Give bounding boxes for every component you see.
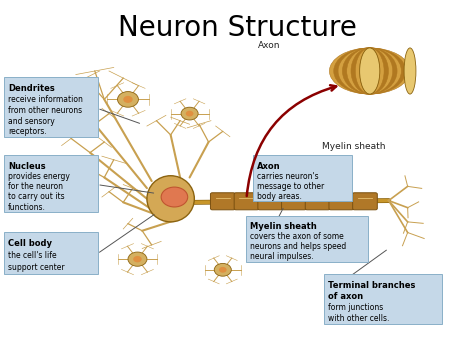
Circle shape bbox=[219, 267, 227, 273]
Text: receptors.: receptors. bbox=[8, 127, 47, 136]
Circle shape bbox=[128, 252, 147, 266]
Text: provides energy: provides energy bbox=[8, 172, 70, 181]
Ellipse shape bbox=[334, 48, 406, 94]
FancyBboxPatch shape bbox=[305, 193, 330, 210]
Text: from other neurons: from other neurons bbox=[8, 106, 82, 115]
Text: functions.: functions. bbox=[8, 203, 46, 212]
Text: receive information: receive information bbox=[8, 95, 83, 104]
FancyBboxPatch shape bbox=[353, 193, 377, 210]
FancyBboxPatch shape bbox=[4, 77, 98, 137]
FancyBboxPatch shape bbox=[234, 193, 259, 210]
FancyBboxPatch shape bbox=[258, 193, 283, 210]
Text: form junctions: form junctions bbox=[328, 303, 383, 312]
FancyBboxPatch shape bbox=[4, 232, 98, 274]
Ellipse shape bbox=[342, 48, 397, 94]
FancyBboxPatch shape bbox=[4, 155, 98, 212]
Text: neurons and helps speed: neurons and helps speed bbox=[250, 242, 346, 251]
Ellipse shape bbox=[356, 48, 384, 94]
Text: neural impulses.: neural impulses. bbox=[250, 252, 313, 261]
Circle shape bbox=[186, 111, 193, 116]
Text: support center: support center bbox=[8, 263, 64, 272]
FancyBboxPatch shape bbox=[253, 155, 352, 201]
FancyBboxPatch shape bbox=[246, 216, 368, 262]
Circle shape bbox=[161, 187, 188, 207]
Ellipse shape bbox=[329, 48, 410, 94]
Ellipse shape bbox=[360, 48, 380, 94]
Text: Dendrites: Dendrites bbox=[8, 84, 55, 93]
Text: Nucleus: Nucleus bbox=[8, 162, 46, 171]
Text: Myelin sheath: Myelin sheath bbox=[322, 142, 386, 151]
FancyBboxPatch shape bbox=[329, 193, 354, 210]
Circle shape bbox=[123, 96, 133, 103]
Circle shape bbox=[181, 107, 198, 120]
Ellipse shape bbox=[351, 48, 388, 94]
Circle shape bbox=[133, 256, 142, 262]
Text: carries neuron's: carries neuron's bbox=[257, 172, 319, 181]
Text: Terminal branches: Terminal branches bbox=[328, 281, 415, 290]
Circle shape bbox=[118, 92, 138, 107]
Text: message to other: message to other bbox=[257, 182, 324, 191]
FancyBboxPatch shape bbox=[210, 193, 235, 210]
Text: covers the axon of some: covers the axon of some bbox=[250, 232, 344, 241]
Text: of axon: of axon bbox=[328, 292, 363, 301]
Text: Myelin sheath: Myelin sheath bbox=[250, 222, 317, 231]
Text: Neuron Structure: Neuron Structure bbox=[118, 14, 356, 42]
FancyBboxPatch shape bbox=[324, 274, 442, 324]
Text: to carry out its: to carry out its bbox=[8, 192, 64, 201]
Text: and sensory: and sensory bbox=[8, 116, 55, 126]
Ellipse shape bbox=[404, 48, 416, 94]
Text: Cell body: Cell body bbox=[8, 239, 52, 248]
Text: Axon: Axon bbox=[257, 162, 281, 171]
Text: with other cells.: with other cells. bbox=[328, 314, 389, 323]
Text: body areas.: body areas. bbox=[257, 192, 302, 201]
Text: for the neuron: for the neuron bbox=[8, 182, 63, 191]
Text: Axon: Axon bbox=[258, 41, 281, 50]
Ellipse shape bbox=[360, 48, 380, 94]
Ellipse shape bbox=[346, 48, 393, 94]
Ellipse shape bbox=[338, 48, 401, 94]
Text: the cell's life: the cell's life bbox=[8, 251, 57, 260]
FancyBboxPatch shape bbox=[282, 193, 306, 210]
Circle shape bbox=[214, 263, 231, 276]
Ellipse shape bbox=[147, 176, 194, 222]
